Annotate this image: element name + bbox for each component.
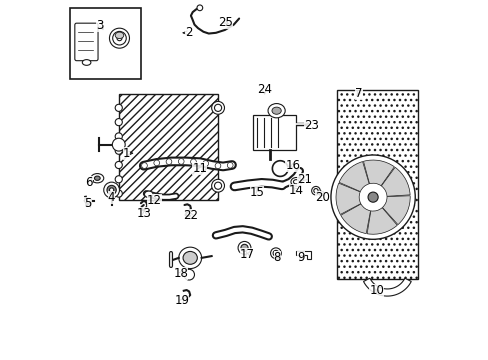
Circle shape (166, 159, 171, 165)
Circle shape (142, 163, 147, 168)
Ellipse shape (115, 32, 123, 39)
FancyBboxPatch shape (75, 23, 98, 61)
Text: 7: 7 (354, 87, 362, 100)
Text: 15: 15 (249, 186, 264, 199)
Text: 2: 2 (185, 26, 192, 39)
Circle shape (197, 5, 203, 11)
Text: 9: 9 (297, 251, 304, 264)
Circle shape (115, 190, 122, 197)
Text: 12: 12 (147, 194, 162, 207)
Text: 21: 21 (296, 173, 311, 186)
Circle shape (109, 188, 114, 192)
Wedge shape (366, 208, 396, 234)
Text: 3: 3 (96, 19, 103, 32)
Ellipse shape (179, 247, 201, 269)
Text: 20: 20 (314, 191, 329, 204)
Circle shape (270, 248, 281, 258)
Bar (253, 115, 295, 150)
Polygon shape (363, 278, 410, 296)
Ellipse shape (293, 180, 299, 184)
Wedge shape (340, 204, 370, 234)
Circle shape (215, 163, 221, 168)
Ellipse shape (112, 31, 126, 45)
Circle shape (214, 104, 221, 111)
Text: 10: 10 (368, 284, 384, 297)
Text: 19: 19 (174, 294, 189, 307)
Text: 5: 5 (84, 197, 92, 210)
Circle shape (272, 250, 278, 256)
Bar (336, 90, 417, 279)
Circle shape (115, 133, 122, 140)
Text: 25: 25 (218, 15, 233, 28)
Text: 6: 6 (85, 176, 93, 189)
Text: 1: 1 (122, 147, 130, 160)
Text: 22: 22 (183, 208, 197, 221)
Wedge shape (381, 167, 409, 196)
Circle shape (367, 192, 377, 202)
Text: 18: 18 (173, 267, 188, 280)
Circle shape (330, 155, 414, 239)
Circle shape (238, 242, 250, 254)
Text: 4: 4 (108, 191, 115, 204)
Ellipse shape (94, 176, 100, 180)
Circle shape (227, 162, 233, 168)
Circle shape (178, 158, 183, 164)
Circle shape (211, 102, 224, 114)
Circle shape (241, 244, 247, 251)
Circle shape (112, 138, 125, 151)
Circle shape (115, 176, 122, 183)
Text: 24: 24 (256, 84, 271, 96)
Ellipse shape (144, 191, 153, 198)
Bar (70, 8, 141, 78)
Circle shape (115, 104, 122, 111)
Ellipse shape (91, 174, 103, 183)
Circle shape (115, 161, 122, 168)
Ellipse shape (183, 251, 197, 264)
Circle shape (313, 189, 317, 193)
Ellipse shape (84, 198, 91, 203)
Circle shape (115, 118, 122, 126)
Ellipse shape (82, 60, 91, 65)
Text: 14: 14 (288, 184, 303, 197)
Text: 13: 13 (136, 207, 151, 220)
Circle shape (203, 161, 208, 166)
Wedge shape (335, 183, 360, 215)
Text: 17: 17 (240, 248, 254, 261)
Wedge shape (338, 162, 368, 192)
Circle shape (190, 159, 196, 165)
Circle shape (214, 182, 221, 189)
Ellipse shape (290, 177, 301, 186)
Text: 11: 11 (192, 162, 207, 175)
Circle shape (107, 185, 116, 195)
Circle shape (103, 182, 119, 198)
Circle shape (183, 269, 194, 280)
Circle shape (115, 147, 122, 154)
Text: 16: 16 (285, 159, 300, 172)
Text: 23: 23 (304, 119, 319, 132)
Circle shape (154, 160, 159, 166)
Wedge shape (382, 196, 409, 225)
Text: 8: 8 (273, 251, 281, 264)
Polygon shape (296, 251, 311, 259)
Circle shape (211, 179, 224, 192)
Ellipse shape (109, 28, 129, 48)
Ellipse shape (267, 104, 285, 118)
Circle shape (117, 36, 122, 41)
Circle shape (311, 186, 320, 195)
Ellipse shape (271, 107, 281, 114)
Wedge shape (363, 160, 393, 186)
Bar (119, 94, 218, 200)
